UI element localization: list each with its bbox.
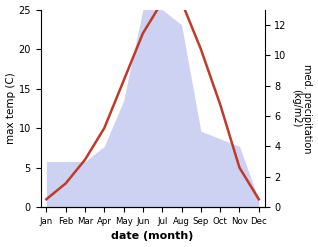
Y-axis label: max temp (C): max temp (C): [5, 72, 16, 144]
Y-axis label: med. precipitation
(kg/m2): med. precipitation (kg/m2): [291, 64, 313, 153]
X-axis label: date (month): date (month): [111, 231, 194, 242]
